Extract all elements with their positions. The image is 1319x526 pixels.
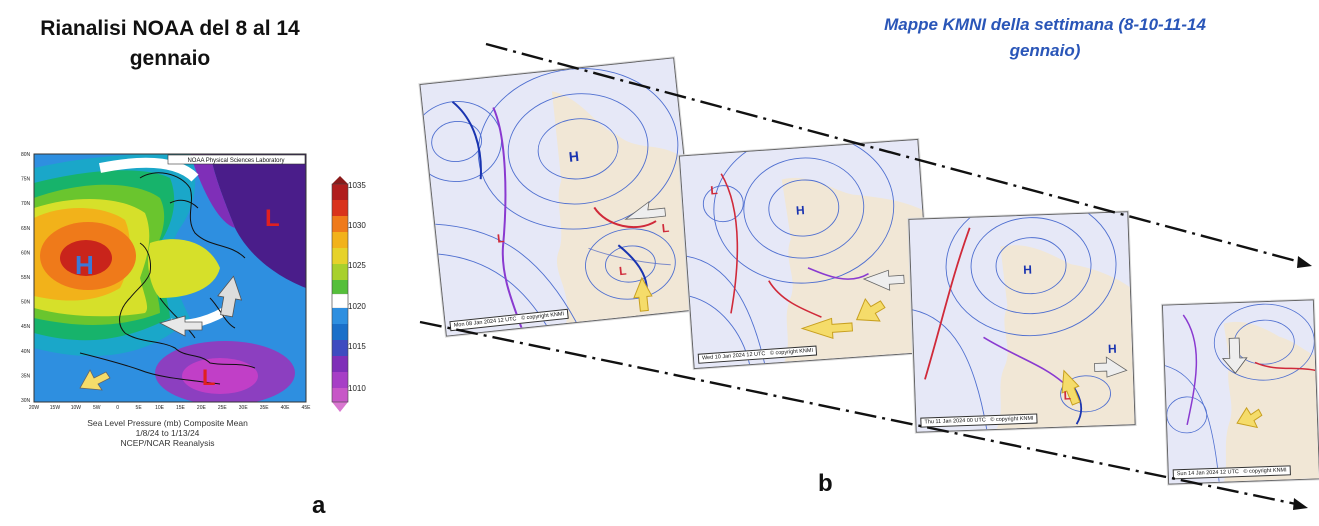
colorbar-label: 1020 <box>348 302 366 311</box>
lon-tick-label: 25E <box>218 405 228 411</box>
kmni-1-low-1: L <box>496 231 505 246</box>
lon-tick-label: 15W <box>50 405 61 411</box>
lon-tick-label: 0 <box>116 405 119 411</box>
kmni-3-high-2: H <box>1108 342 1117 356</box>
colorbar-label: 1035 <box>348 181 366 190</box>
colorbar-labels: 1035 1030 1025 1020 1015 1010 <box>348 176 388 412</box>
colorbar-label: 1025 <box>348 261 366 270</box>
panel-letter-b: b <box>818 470 833 497</box>
left-panel-title: Rianalisi NOAA del 8 al 14 gennaio <box>40 17 300 70</box>
kmni-map-3: H H L Thu 11 Jan 2024 00 UTC © copyright… <box>908 211 1136 433</box>
noaa-caption: Sea Level Pressure (mb) Composite Mean 1… <box>20 418 315 448</box>
lat-tick-label: 40N <box>21 349 31 355</box>
lat-tick-label: 45N <box>21 324 31 330</box>
noaa-low-marker-2: L <box>202 365 215 390</box>
caption-line-3: NCEP/NCAR Reanalysis <box>120 438 215 448</box>
lon-tick-label: 5E <box>136 405 143 411</box>
lon-tick-label: 15E <box>176 405 186 411</box>
kmni-2-high: H <box>795 203 805 218</box>
lat-tick-label: 70N <box>21 201 31 207</box>
noaa-map-header: NOAA Physical Sciences Laboratory <box>187 158 284 164</box>
noaa-low-marker-1: L <box>265 205 280 232</box>
kmni-2-low: L <box>710 183 718 197</box>
kmni-1-low-2: L <box>661 221 670 236</box>
lat-tick-label: 50N <box>21 300 31 306</box>
pressure-colorbar <box>330 176 386 412</box>
lon-tick-label: 20W <box>29 405 40 411</box>
lon-tick-label: 35E <box>260 405 270 411</box>
lon-tick-label: 40E <box>281 405 291 411</box>
colorbar-label: 1015 <box>348 342 366 351</box>
lat-tick-label: 65N <box>21 226 31 232</box>
lat-tick-label: 60N <box>21 250 31 256</box>
kmni-3-high-1: H <box>1023 263 1032 277</box>
kmni-map-1: H L L L Mon 08 Jan 2024 12 UTC © copyrig… <box>419 57 701 337</box>
lat-tick-label: 75N <box>21 177 31 183</box>
colorbar-label: 1010 <box>348 384 366 393</box>
right-panel-title: Mappe KMNI della settimana (8-10-11-14 g… <box>884 15 1206 60</box>
caption-line-1: Sea Level Pressure (mb) Composite Mean <box>87 418 248 428</box>
kmni-1-high: H <box>568 148 580 165</box>
lat-tick-label: 35N <box>21 373 31 379</box>
lon-tick-label: 5W <box>93 405 101 411</box>
lon-tick-label: 10W <box>71 405 82 411</box>
noaa-pressure-map: H L L NOAA Physical Sciences Laboratory … <box>20 148 315 412</box>
lon-tick-label: 30E <box>239 405 249 411</box>
lon-tick-label: 20E <box>197 405 207 411</box>
caption-line-2: 1/8/24 to 1/13/24 <box>135 428 200 438</box>
kmni-3-low: L <box>1063 388 1071 402</box>
panel-letter-a: a <box>312 492 326 519</box>
kmni-map-4: Sun 14 Jan 2024 12 UTC © copyright KNMI <box>1161 299 1319 485</box>
lat-tick-label: 80N <box>21 152 31 158</box>
noaa-map-svg: H L L NOAA Physical Sciences Laboratory … <box>20 148 315 412</box>
kmni-1-low-3: L <box>618 264 627 279</box>
colorbar-label: 1030 <box>348 221 366 230</box>
lon-tick-label: 45E <box>302 405 312 411</box>
kmni-map-2: H L Wed 10 Jan 2024 12 UTC © copyright K… <box>678 138 934 370</box>
lon-tick-label: 10E <box>155 405 165 411</box>
lat-tick-label: 30N <box>21 398 31 404</box>
lat-tick-label: 55N <box>21 275 31 281</box>
noaa-high-marker: H <box>75 250 94 280</box>
